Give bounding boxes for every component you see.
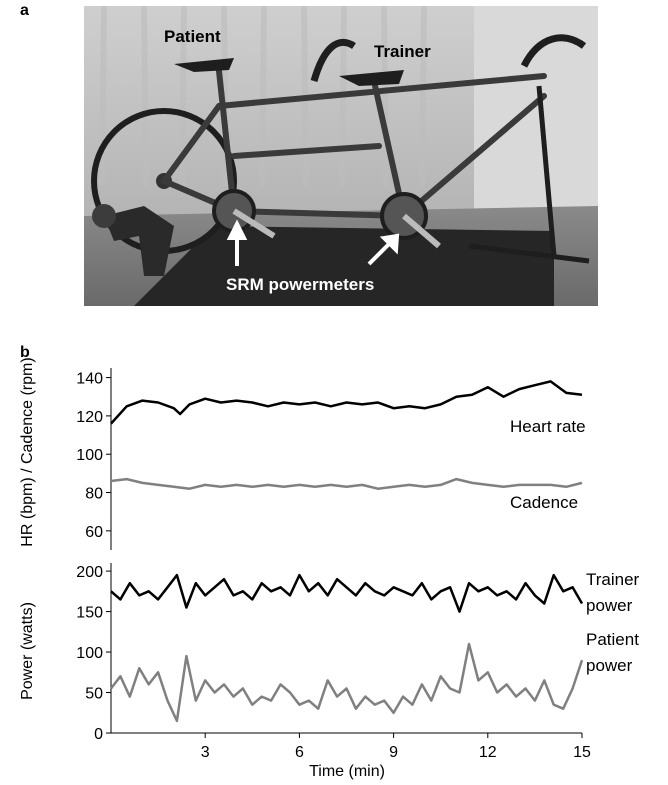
chart2-ytick-label-4: 200	[76, 564, 103, 581]
chart1-ytick-label-0: 60	[85, 524, 103, 541]
arrow-trainer-powermeter	[367, 242, 391, 266]
front-stand	[468, 85, 590, 264]
trainer-power-label-line1: Trainer	[586, 570, 640, 589]
trainer-power-label-line2: power	[586, 596, 633, 615]
hr-cadence-chart: HR (bpm) / Cadence (rpm) 60 80 100 120 140 H…	[19, 357, 586, 550]
chart2-ytick-label-2: 100	[76, 645, 103, 662]
trainer-crank	[402, 213, 441, 249]
tandem-bike-illustration: Patient Trainer SRM powermeters	[84, 6, 598, 306]
patient-crank	[232, 208, 276, 239]
chart1-ytick-label-4: 140	[76, 371, 103, 388]
chart2-xlabel: Time (min)	[309, 763, 385, 780]
arrow-head-patient	[226, 219, 248, 240]
chart1-series-heart-rate	[110, 380, 583, 425]
tandem-bike-photo: Patient Trainer SRM powermeters	[84, 6, 598, 306]
chart2-xtick-label-2: 9	[389, 744, 398, 761]
chart2-xtick-label-1: 6	[295, 744, 304, 761]
chart2-series-patient-power	[110, 642, 584, 723]
trainer-stand	[104, 206, 174, 276]
powermeters-label: SRM powermeters	[226, 275, 374, 294]
chart2-series	[110, 573, 584, 723]
trainer-roller	[92, 204, 116, 228]
chart2-series-trainer-power	[110, 573, 584, 613]
chart1-series-cadence	[110, 477, 583, 490]
patient-label: Patient	[164, 27, 221, 46]
chart1-yticks: 60 80 100 120 140	[76, 371, 111, 541]
chart2-ytick-label-3: 150	[76, 605, 103, 622]
trainer-seat	[339, 70, 404, 86]
patient-power-label-line1: Patient	[586, 630, 639, 649]
patient-power-label-line2: power	[586, 656, 633, 675]
chart2-ytick-label-1: 50	[85, 686, 103, 703]
arrow-head-trainer	[379, 233, 400, 255]
chart2-ylabel: Power (watts)	[19, 602, 36, 700]
chart1-series	[110, 380, 583, 490]
chart2-yticks: 0 50 100 150 200	[76, 564, 111, 743]
chart2-xtick-label-3: 12	[479, 744, 497, 761]
chart2-xtick-label-4: 15	[573, 744, 591, 761]
chart2-xticks: 3 6 9 12 15	[201, 733, 591, 761]
trainer-handlebar	[310, 38, 356, 82]
chart1-ytick-label-2: 100	[76, 447, 103, 464]
arrows	[226, 219, 400, 266]
chart2-ytick-label-0: 0	[94, 726, 103, 743]
panel-a-label: a	[20, 2, 29, 19]
patient-seat	[174, 58, 234, 72]
panel-b-label: b	[20, 344, 30, 361]
heart-rate-label: Heart rate	[510, 417, 586, 436]
chart1-ytick-label-3: 120	[76, 409, 103, 426]
power-chart: Power (watts) Time (min) 0 50 100 150 200 3 6…	[19, 563, 640, 780]
chart1-ytick-label-1: 80	[85, 486, 103, 503]
chart1-ylabel: HR (bpm) / Cadence (rpm)	[19, 357, 36, 546]
cadence-label: Cadence	[510, 493, 578, 512]
front-handlebar	[520, 34, 587, 68]
trainer-label: Trainer	[374, 42, 431, 61]
chart2-xtick-label-0: 3	[201, 744, 210, 761]
